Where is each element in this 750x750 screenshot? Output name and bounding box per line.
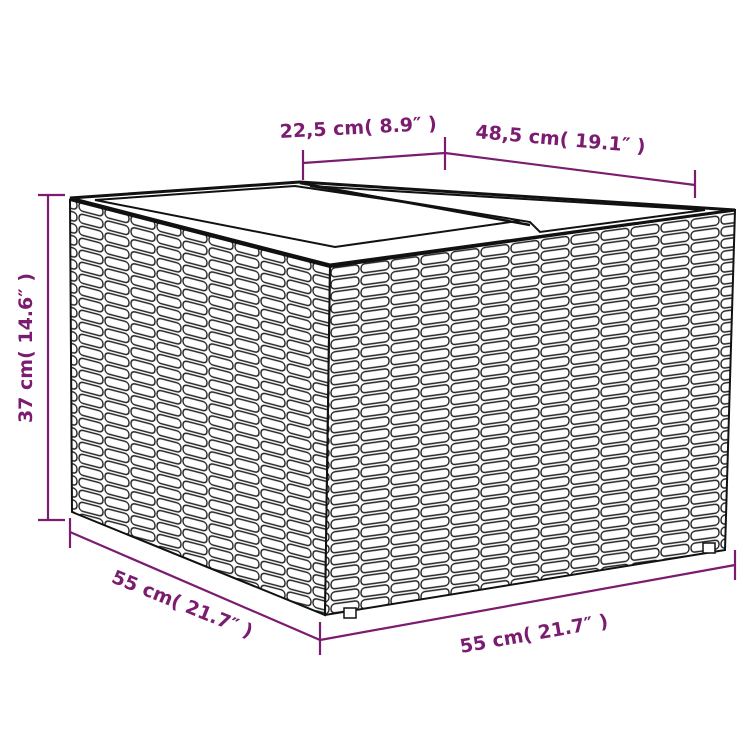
- dim-line-top-depth: [444, 151, 696, 187]
- label-top-depth: 48,5 cm( 19.1″ ): [475, 121, 647, 158]
- dim-line-bottom-left: [69, 530, 321, 642]
- foot-front: [343, 607, 357, 619]
- label-height: 37 cm( 14.6″ ): [15, 273, 37, 423]
- left-face: [68, 198, 332, 617]
- foot-right: [702, 542, 716, 554]
- dim-line-top-lid: [302, 151, 446, 165]
- right-face: [323, 208, 737, 617]
- dimension-lines: [38, 137, 737, 655]
- label-top-lid: 22,5 cm( 8.9″ ): [279, 113, 437, 143]
- label-bottom-right: 55 cm( 21.7″ ): [458, 610, 610, 658]
- dim-line-bottom-right: [319, 563, 736, 642]
- rattan-storage-box: [68, 180, 737, 619]
- top-glass-panel-2: [309, 185, 706, 234]
- lid-divider: [299, 181, 531, 227]
